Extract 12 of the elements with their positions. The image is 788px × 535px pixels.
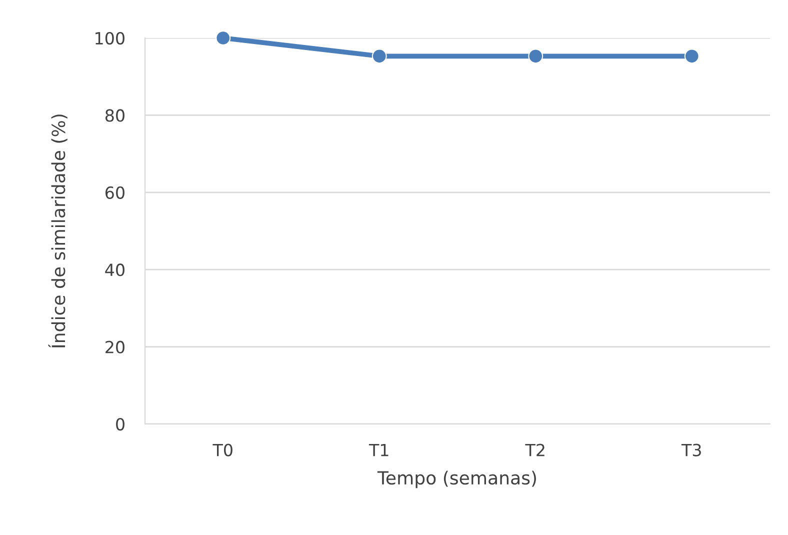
x-tick-label: T2 <box>525 444 544 456</box>
y-tick-label: 0 <box>116 418 124 431</box>
y-tick-label: 40 <box>105 264 124 276</box>
y-tick-label: 100 <box>96 32 124 45</box>
y-tick-label: 20 <box>106 340 124 354</box>
x-tick-label: T0 <box>212 444 232 456</box>
y-tick-label: 80 <box>105 109 124 122</box>
x-axis-title: Tempo (semanas) <box>377 470 536 488</box>
y-axis-title: Índice de similaridade (%) <box>48 114 68 348</box>
y-tick-label: 60 <box>106 186 124 199</box>
x-tick-label: T1 <box>368 444 388 456</box>
x-tick-label: T3 <box>681 444 701 456</box>
